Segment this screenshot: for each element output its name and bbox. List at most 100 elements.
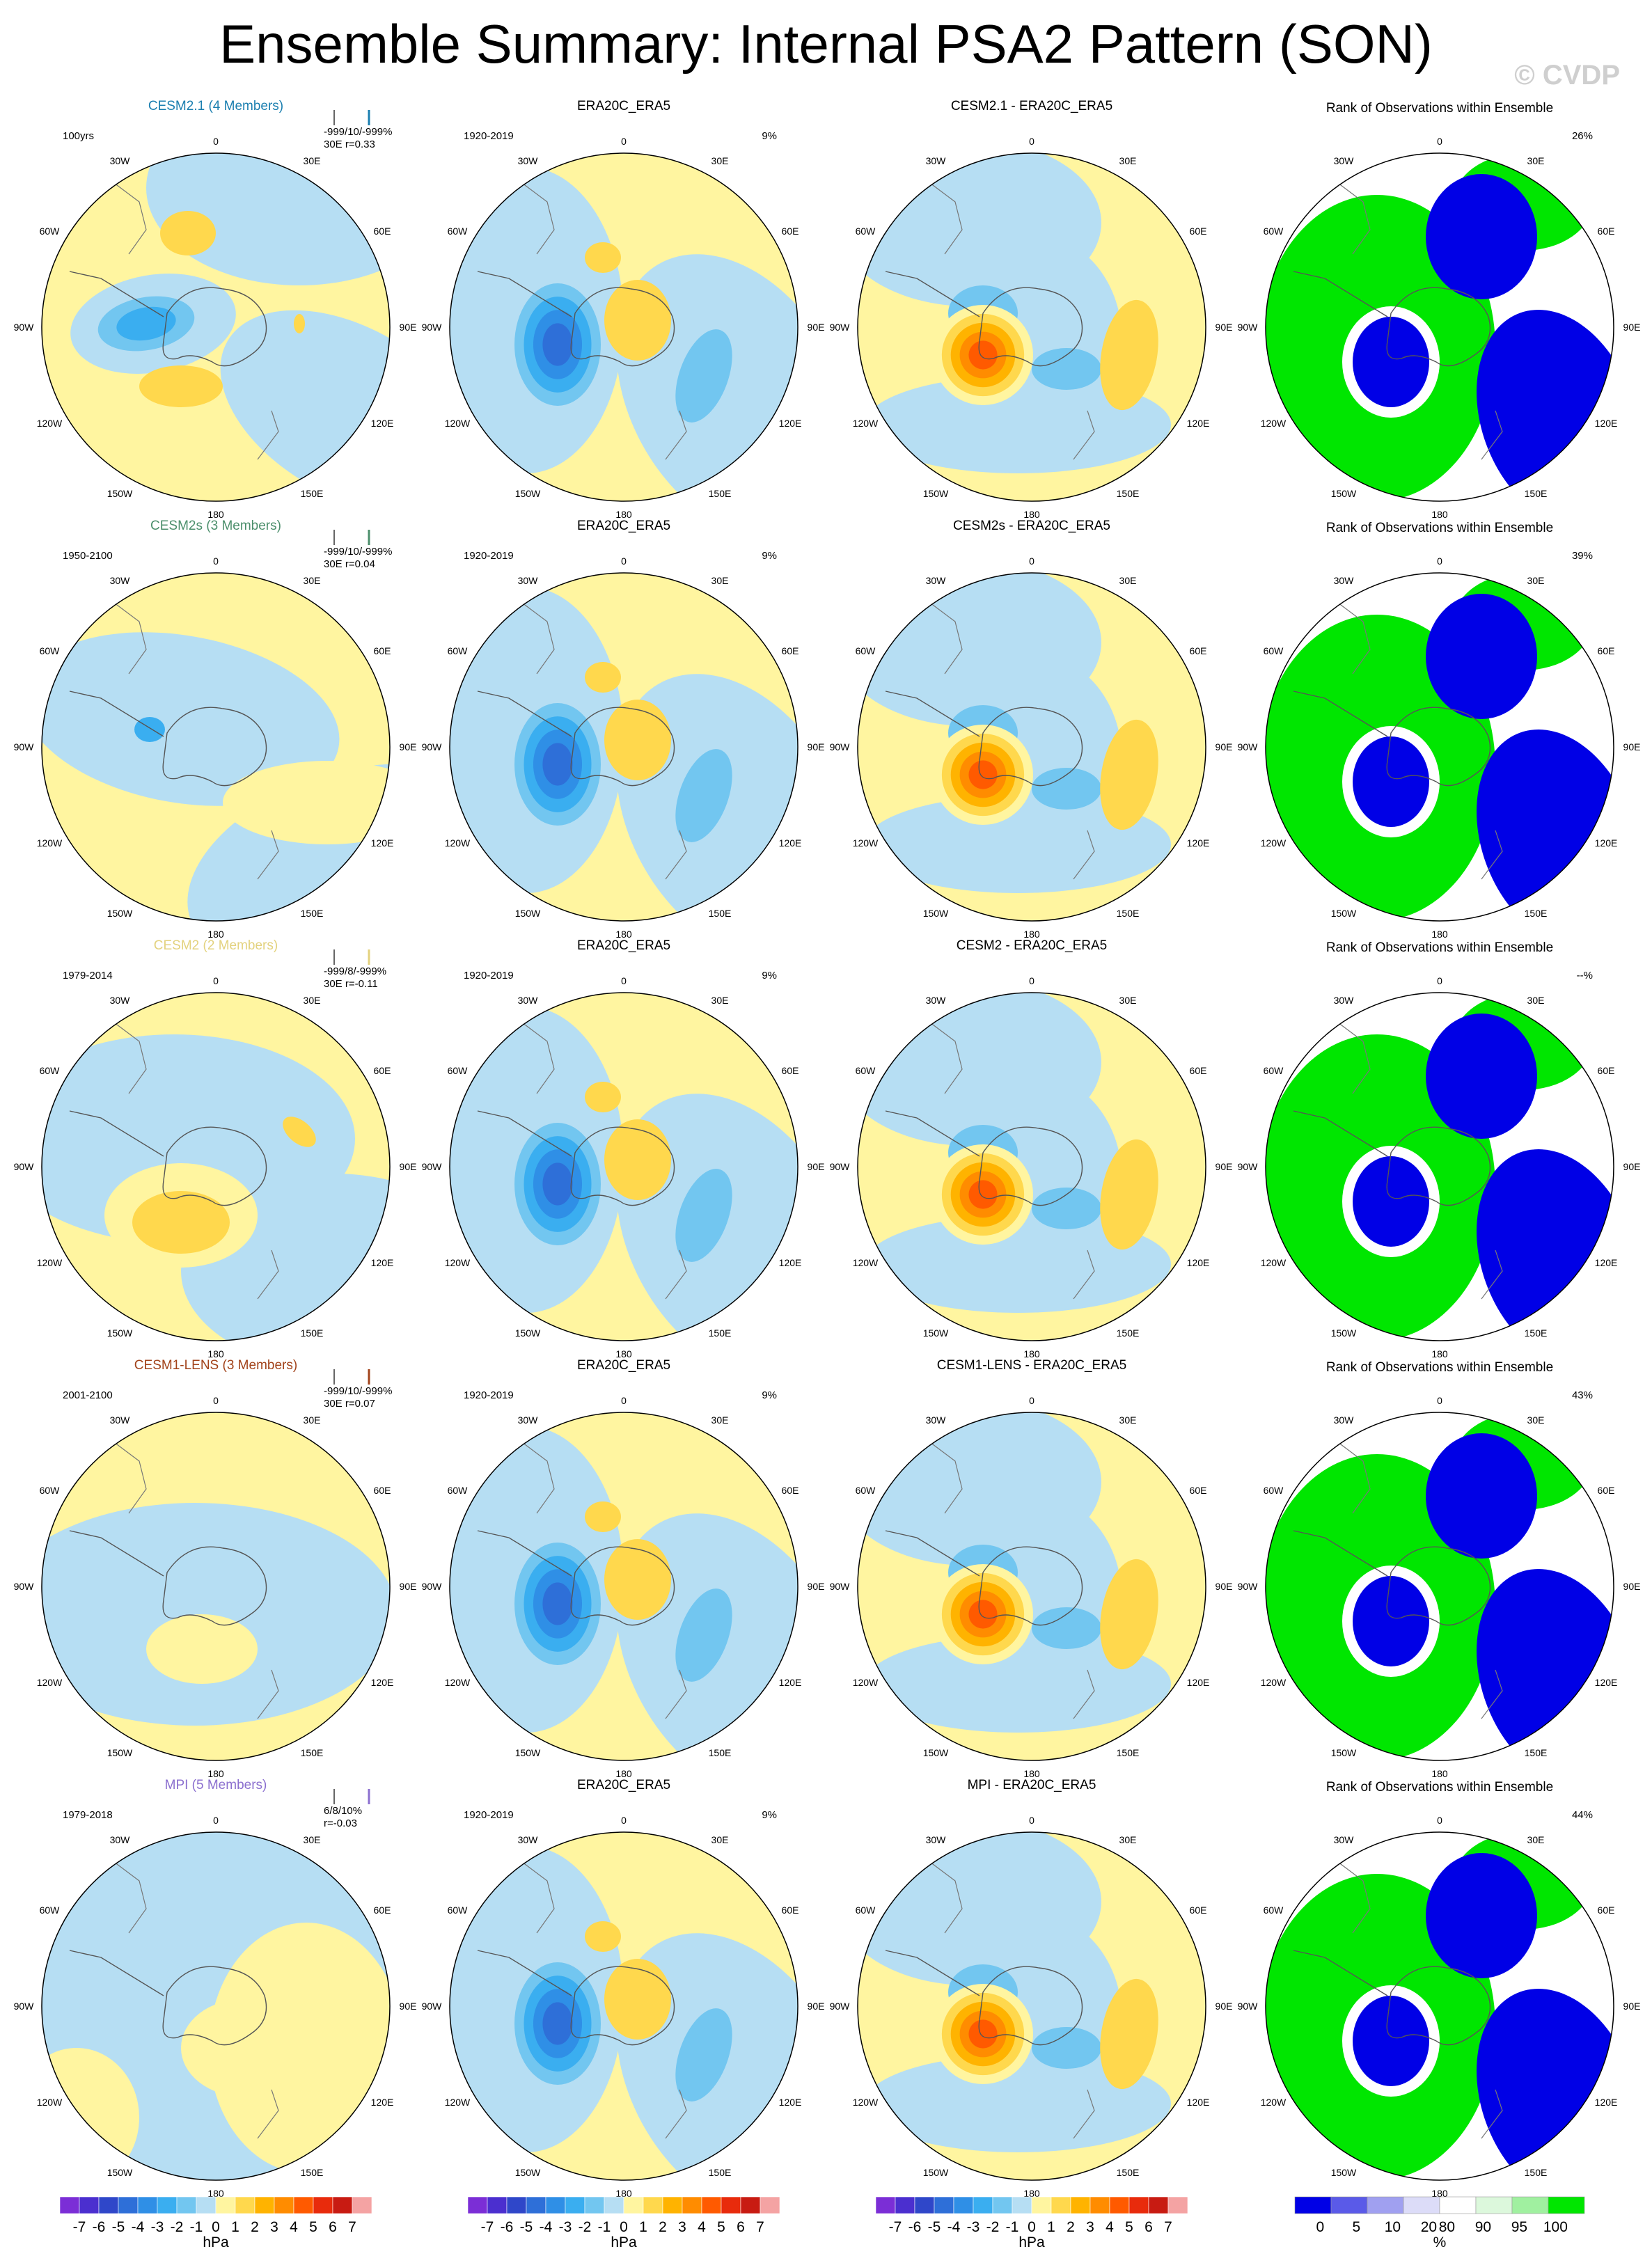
new-zealand-coastline: [1073, 1249, 1095, 1300]
lon-label-right: 30E: [1119, 1834, 1137, 1845]
antarctica-coastline: [570, 1126, 675, 1206]
lon-label-right: 60E: [1598, 1905, 1615, 1916]
lon-label-left: 30W: [110, 575, 131, 586]
lon-label-left: 90W: [1238, 1581, 1259, 1592]
lon-label-left: 90W: [830, 1161, 851, 1172]
colorbar-obs-swatch: [506, 2196, 527, 2214]
lon-label-right: 30E: [1527, 995, 1545, 1006]
lon-label-top: 0: [621, 975, 627, 986]
lon-label-right: 150E: [301, 1747, 324, 1758]
lon-label-left: 150W: [923, 488, 949, 499]
antarctica-coastline: [570, 1966, 675, 2046]
period-label: 100yrs: [63, 130, 94, 142]
map-panel-rank: 0 180 30E 60E 90E 120E 150E 30W 60W 90W 120W 150W Ra…: [1238, 940, 1641, 1359]
lon-label-right: 30E: [711, 1834, 729, 1845]
lon-label-left: 150W: [107, 1747, 133, 1758]
lon-label-right: 30E: [304, 155, 321, 166]
colorbar-rank-tick-label: 90: [1475, 2219, 1491, 2235]
high-center: [585, 1501, 621, 1532]
lon-label-top: 0: [1437, 1395, 1442, 1406]
high-center: [585, 662, 621, 693]
lon-label-right: 90E: [1216, 322, 1233, 333]
rank-pct-label: --%: [1577, 970, 1593, 981]
negative-region: [865, 1215, 1171, 1313]
lon-label-left: 90W: [422, 1161, 443, 1172]
colorbar-model: -7 -6 -5 -4 -3 -2 -1 0 1 2 3 4 5 6 7 hPa: [59, 2196, 372, 2250]
peninsula-coastline: [1293, 1530, 1388, 1577]
colorbar-diff-swatch: [992, 2196, 1013, 2214]
colorbar-obs-swatch: [526, 2196, 546, 2214]
map-field: [1266, 1412, 1614, 1760]
south-america-coastline: [1335, 1859, 1371, 1934]
lon-label-right: 150E: [1117, 488, 1140, 499]
map-border: [41, 1831, 391, 2181]
high-center: [604, 1119, 671, 1200]
lon-label-right: 120E: [371, 1257, 394, 1268]
lon-label-left: 90W: [830, 322, 851, 333]
map-border: [449, 1831, 799, 2181]
low-center-level-3: [542, 1162, 573, 1206]
map-border: [41, 572, 391, 922]
colorbar-model-tick-label: -2: [171, 2219, 184, 2235]
lon-label-left: 150W: [923, 1327, 949, 1339]
rank-low-region: [1353, 1996, 1429, 2086]
period-label: 1950-2100: [63, 550, 113, 562]
colorbar-rank-swatch: [1403, 2196, 1440, 2214]
lon-label-top: 0: [1029, 555, 1035, 567]
lon-label-left: 60W: [448, 1905, 469, 1916]
rank-low-region: [1426, 1014, 1537, 1139]
pct-label: 9%: [762, 130, 777, 142]
rank-low-region: [1426, 1853, 1537, 1978]
lon-label-bottom: 180: [1023, 1768, 1040, 1779]
lon-label-left: 120W: [1261, 1257, 1287, 1268]
lon-label-left: 120W: [37, 837, 63, 849]
colorbar-rank-unit: %: [1433, 2234, 1447, 2250]
lon-label-left: 150W: [1331, 2167, 1357, 2178]
colorbar-obs-tick-label: 4: [698, 2219, 706, 2235]
south-america-coastline: [111, 1859, 147, 1934]
map-field: [1266, 573, 1614, 921]
lon-label-left: 120W: [853, 418, 879, 429]
south-america-coastline: [927, 600, 963, 675]
lon-label-right: 90E: [808, 741, 825, 752]
colorbar-model-swatch: [98, 2196, 119, 2214]
lon-label-left: 60W: [40, 1905, 61, 1916]
lon-label-left: 90W: [14, 741, 35, 752]
lon-label-right: 60E: [1190, 1905, 1207, 1916]
lon-label-bottom: 180: [1431, 929, 1448, 940]
lon-label-top: 0: [621, 1395, 627, 1406]
lon-label-right: 90E: [1623, 741, 1641, 752]
lon-label-left: 60W: [856, 1485, 876, 1496]
low-center: [1032, 768, 1101, 810]
lon-label-left: 60W: [1264, 1485, 1284, 1496]
lon-label-right: 90E: [400, 2001, 417, 2012]
lon-label-left: 60W: [40, 226, 61, 237]
lon-label-right: 30E: [711, 1414, 729, 1426]
pct-label: 9%: [762, 1809, 777, 1821]
low-center: [675, 329, 732, 423]
colorbar-diff-tick-label: 4: [1106, 2219, 1114, 2235]
panel-title-rank: Rank of Observations within Ensemble: [1326, 521, 1553, 535]
period-label: 1920-2019: [464, 1809, 514, 1821]
peninsula-coastline: [477, 1530, 572, 1577]
lon-label-left: 30W: [518, 995, 539, 1006]
lon-label-right: 30E: [1119, 575, 1137, 586]
map-field: [858, 1412, 1206, 1760]
pct-label: 9%: [762, 550, 777, 562]
map-field: [858, 1832, 1206, 2180]
lon-label-left: 150W: [107, 1327, 133, 1339]
lon-label-right: 120E: [1187, 837, 1210, 849]
south-america-coastline: [927, 180, 963, 255]
colorbar-obs-tick-label: 1: [639, 2219, 647, 2235]
colorbar-rank-swatch: [1511, 2196, 1549, 2214]
lon-label-right: 120E: [1595, 1257, 1618, 1268]
lon-label-right: 120E: [779, 418, 802, 429]
lon-label-bottom: 180: [615, 509, 632, 520]
lon-label-right: 150E: [1525, 2167, 1548, 2178]
colorbar-model-tick-label: -6: [93, 2219, 106, 2235]
stats-label: 30E r=0.04: [324, 558, 375, 570]
colorbar-obs-swatch: [721, 2196, 741, 2214]
colorbar-rank-swatch: [1548, 2196, 1585, 2214]
negative-region: [865, 796, 1171, 893]
colorbar-rank-tick-label: 80: [1439, 2219, 1455, 2235]
